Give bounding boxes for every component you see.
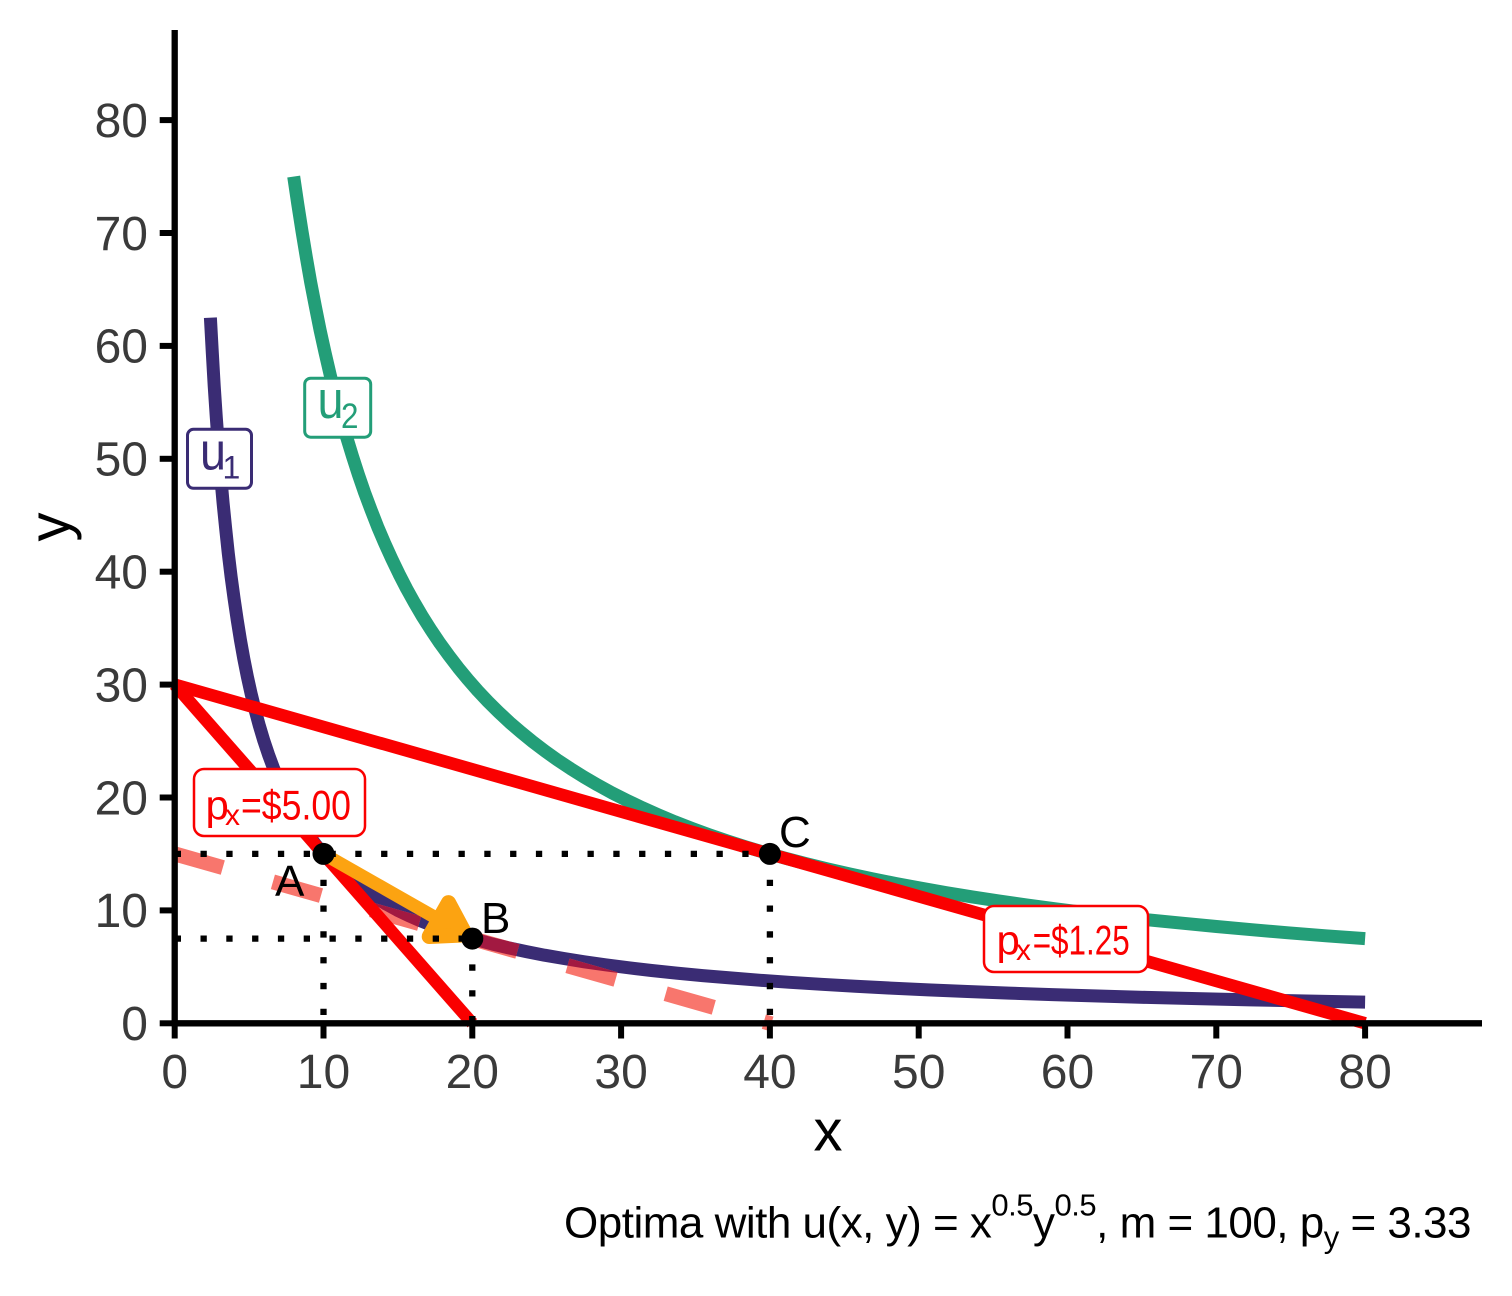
- svg-text:80: 80: [95, 95, 148, 148]
- svg-text:0: 0: [161, 1046, 188, 1099]
- svg-text:20: 20: [95, 772, 148, 825]
- svg-text:60: 60: [95, 321, 148, 374]
- svg-text:70: 70: [1190, 1046, 1243, 1099]
- svg-text:40: 40: [95, 547, 148, 600]
- svg-text:80: 80: [1338, 1046, 1391, 1099]
- svg-text:=$5.00: =$5.00: [241, 782, 351, 829]
- svg-text:50: 50: [95, 434, 148, 487]
- svg-text:Optima with u(x, y) = x0.5y0.5: Optima with u(x, y) = x0.5y0.5, m = 100,…: [564, 1188, 1471, 1255]
- svg-text:10: 10: [297, 1046, 350, 1099]
- svg-text:x: x: [814, 1099, 843, 1164]
- svg-text:70: 70: [95, 208, 148, 261]
- svg-text:10: 10: [95, 885, 148, 938]
- svg-text:u: u: [200, 423, 226, 482]
- svg-text:u: u: [318, 371, 344, 430]
- svg-text:30: 30: [594, 1046, 647, 1099]
- svg-text:1: 1: [223, 449, 241, 485]
- svg-text:2: 2: [341, 397, 359, 436]
- svg-text:A: A: [275, 857, 305, 906]
- svg-text:x: x: [225, 799, 240, 832]
- svg-text:C: C: [779, 808, 811, 857]
- svg-text:20: 20: [446, 1046, 499, 1099]
- svg-text:30: 30: [95, 659, 148, 712]
- svg-text:p: p: [206, 782, 229, 829]
- svg-text:B: B: [481, 894, 510, 943]
- svg-text:40: 40: [743, 1046, 796, 1099]
- svg-text:=$1.25: =$1.25: [1033, 917, 1130, 964]
- svg-text:x: x: [1016, 934, 1031, 967]
- svg-text:y: y: [18, 513, 83, 542]
- svg-text:60: 60: [1041, 1046, 1094, 1099]
- svg-text:50: 50: [892, 1046, 945, 1099]
- svg-text:p: p: [997, 917, 1020, 964]
- svg-text:0: 0: [121, 998, 148, 1051]
